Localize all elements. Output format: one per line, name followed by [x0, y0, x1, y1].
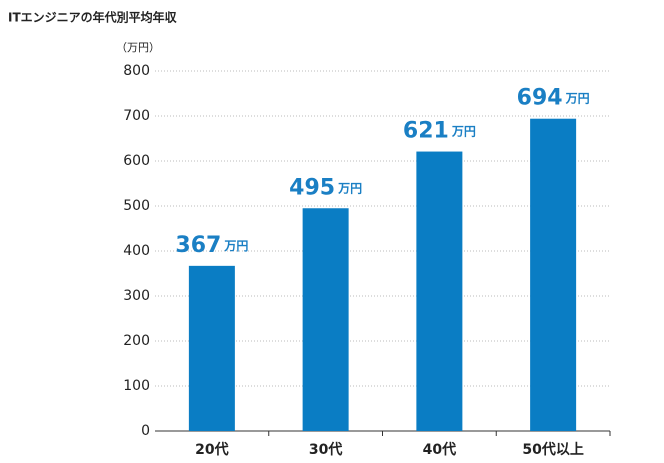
- value-label: 367 万円: [175, 233, 248, 258]
- y-tick-label: 600: [123, 153, 150, 169]
- bar: [188, 265, 235, 431]
- bar: [302, 208, 349, 431]
- y-tick-label: 500: [123, 198, 150, 214]
- y-tick-label: 400: [123, 243, 150, 259]
- bar: [416, 151, 463, 432]
- y-tick-label: 300: [123, 288, 150, 304]
- value-label: 621 万円: [403, 119, 476, 144]
- y-tick-label: 700: [123, 108, 150, 124]
- x-tick-label: 40代: [423, 441, 456, 458]
- x-tick-label: 30代: [309, 441, 342, 458]
- value-label: 495 万円: [289, 175, 362, 200]
- y-tick-label: 800: [123, 63, 150, 79]
- y-axis-label: （万円）: [116, 41, 160, 54]
- x-tick-label: 50代以上: [522, 441, 583, 458]
- y-tick-label: 100: [123, 378, 150, 394]
- y-tick-label: 0: [141, 423, 150, 439]
- x-tick-label: 20代: [195, 441, 228, 458]
- y-tick-label: 200: [123, 333, 150, 349]
- bar: [530, 118, 577, 431]
- value-label: 694 万円: [517, 86, 590, 111]
- chart-title: ITエンジニアの年代別平均年収: [8, 10, 178, 25]
